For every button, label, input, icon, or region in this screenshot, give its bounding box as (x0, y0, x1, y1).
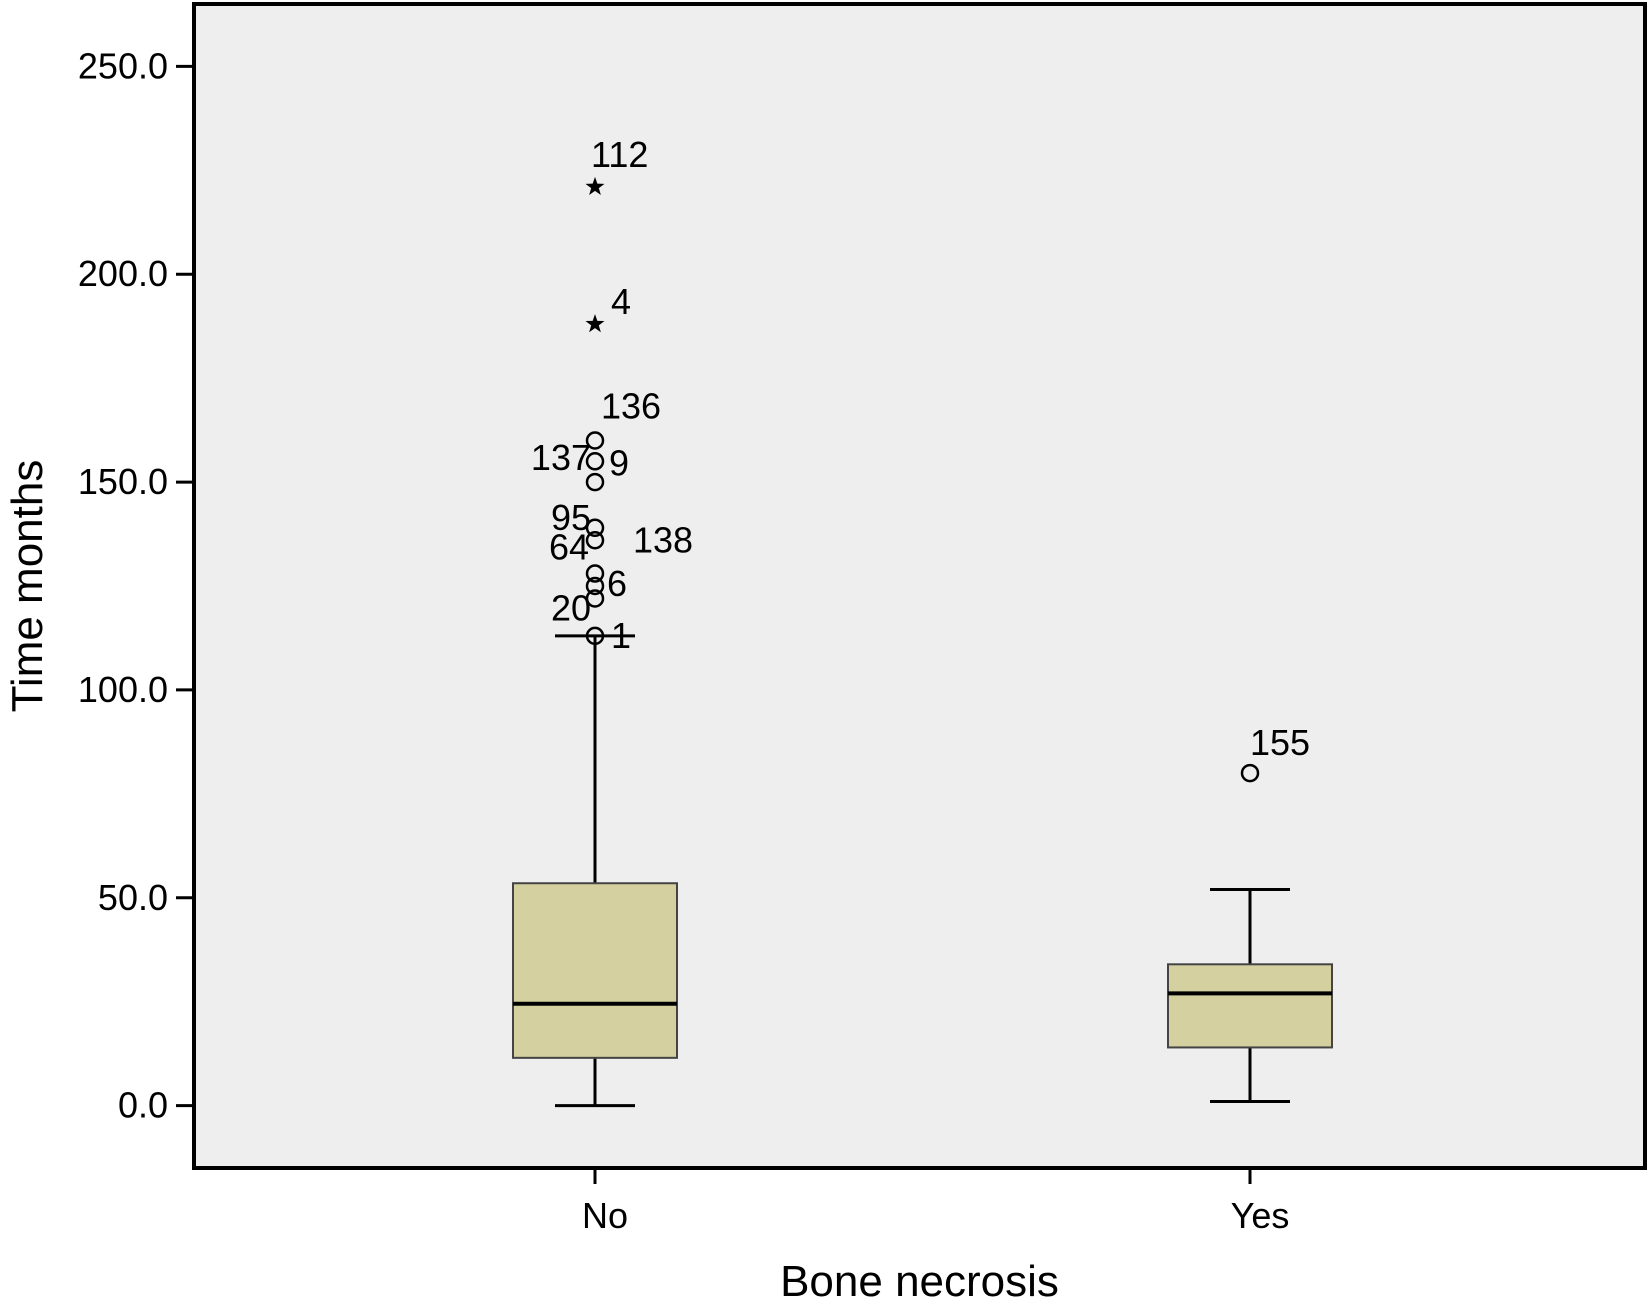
extreme-outlier-star (585, 176, 605, 195)
y-tick-label: 0.0 (118, 1085, 168, 1126)
x-tick-label: Yes (1231, 1195, 1290, 1236)
y-axis-title: Time months (3, 460, 52, 713)
outlier-label: 6 (607, 563, 627, 604)
box-group: 155 (1167, 722, 1333, 1103)
outlier-label: 138 (633, 519, 693, 560)
outlier-circle (585, 564, 605, 583)
y-tick-label: 200.0 (78, 253, 168, 294)
x-axis: No Yes (582, 1168, 1289, 1236)
y-tick-label: 50.0 (98, 877, 168, 918)
y-axis: 0.0 50.0 100.0 150.0 200.0 250.0 (78, 45, 194, 1126)
outlier-label: 112 (591, 134, 648, 175)
extreme-outlier-star (585, 314, 605, 333)
outlier-label: 95 (551, 497, 591, 538)
outlier-label: 1 (611, 615, 631, 656)
outlier-label: 9 (609, 442, 629, 483)
outlier-label: 155 (1250, 722, 1310, 763)
outlier-circle (585, 589, 605, 608)
plot-area (192, 2, 1647, 1170)
outlier-circle (585, 472, 605, 492)
outlier-label: 137 (531, 437, 591, 478)
boxes: 112 4 136 9 137 95 138 64 6 20 1 155 (512, 134, 1333, 1108)
outlier-circle (585, 626, 605, 646)
iqr-box (1167, 963, 1333, 1049)
outlier-circle (585, 531, 605, 550)
x-tick-label: No (582, 1195, 628, 1236)
outlier-label: 64 (549, 527, 589, 568)
outlier-label: 4 (611, 281, 631, 322)
box-group: 112 4 136 9 137 95 138 64 6 20 1 (512, 134, 693, 1108)
outlier-label: 136 (601, 386, 661, 427)
outlier-circle (585, 431, 605, 450)
y-tick-label: 150.0 (78, 461, 168, 502)
outlier-label: 20 (551, 587, 591, 628)
x-axis-title: Bone necrosis (780, 1257, 1059, 1306)
y-tick-label: 250.0 (78, 45, 168, 86)
outlier-circle (1240, 763, 1260, 783)
outlier-circle (585, 576, 605, 596)
iqr-box (512, 882, 678, 1059)
y-tick-label: 100.0 (78, 669, 168, 710)
outlier-circle (585, 518, 605, 538)
outlier-circle (585, 452, 605, 471)
